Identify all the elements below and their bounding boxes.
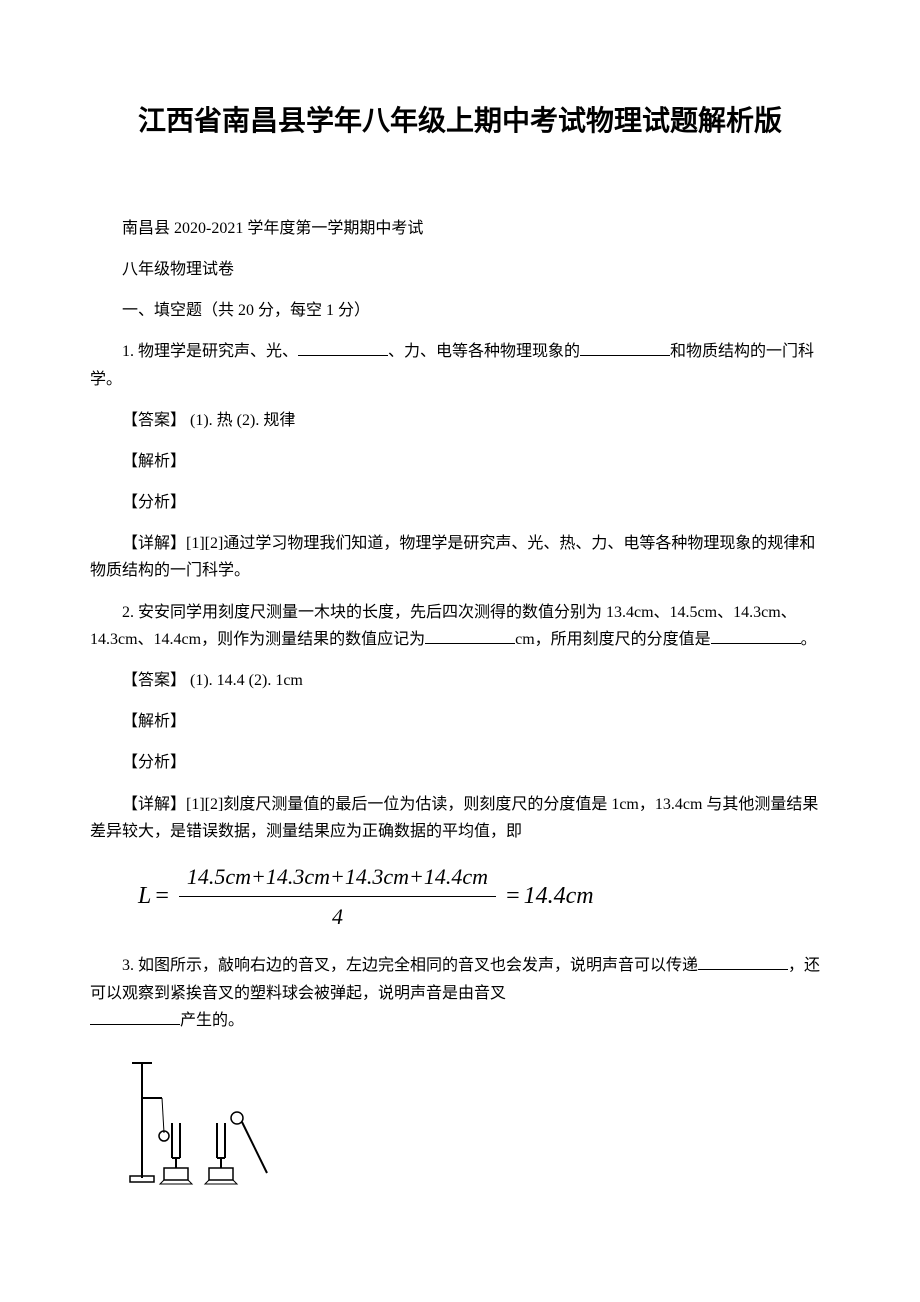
subject-line: 八年级物理试卷 bbox=[90, 256, 830, 283]
formula-var: L bbox=[138, 877, 151, 915]
equals: = bbox=[506, 877, 520, 915]
analysis-sub-label: 【分析】 bbox=[90, 749, 830, 776]
q1-part1: 1. 物理学是研究声、光、 bbox=[90, 343, 298, 360]
question-2: 2. 安安同学用刻度尺测量一木块的长度，先后四次测得的数值分别为 13.4cm、… bbox=[90, 599, 830, 653]
tuning-fork-figure bbox=[90, 1048, 830, 1207]
equals: = bbox=[155, 877, 169, 915]
question-1: 1. 物理学是研究声、光、、力、电等各种物理现象的和物质结构的一门科学。 bbox=[90, 338, 830, 392]
blank bbox=[90, 1007, 180, 1025]
question-3: 3. 如图所示，敲响右边的音叉，左边完全相同的音叉也会发声，说明声音可以传递，还… bbox=[90, 952, 830, 1034]
denominator: 4 bbox=[324, 897, 351, 934]
q3-part3: 产生的。 bbox=[180, 1012, 244, 1029]
tuning-fork-icon bbox=[122, 1048, 302, 1198]
formula-result: 14.4cm bbox=[524, 877, 594, 915]
analysis-sub-label: 【分析】 bbox=[90, 489, 830, 516]
q2-part2: cm，所用刻度尺的分度值是 bbox=[515, 631, 711, 648]
fraction: 14.5cm+14.3cm+14.3cm+14.4cm 4 bbox=[179, 859, 496, 934]
q1-part2: 、力、电等各种物理现象的 bbox=[388, 343, 580, 360]
q1-answer: 【答案】 (1). 热 (2). 规律 bbox=[90, 407, 830, 434]
blank bbox=[711, 626, 801, 644]
analysis-label: 【解析】 bbox=[90, 448, 830, 475]
blank bbox=[425, 626, 515, 644]
page-title: 江西省南昌县学年八年级上期中考试物理试题解析版 bbox=[90, 100, 830, 145]
q2-answer: 【答案】 (1). 14.4 (2). 1cm bbox=[90, 667, 830, 694]
q2-detail: 【详解】[1][2]刻度尺测量值的最后一位为估读，则刻度尺的分度值是 1cm，1… bbox=[90, 791, 830, 845]
q1-detail: 【详解】[1][2]通过学习物理我们知道，物理学是研究声、光、热、力、电等各种物… bbox=[90, 530, 830, 584]
q2-detail-text: 【详解】[1][2]刻度尺测量值的最后一位为估读，则刻度尺的分度值是 1cm，1… bbox=[90, 796, 818, 840]
section-header: 一、填空题（共 20 分，每空 1 分） bbox=[90, 297, 830, 324]
numerator: 14.5cm+14.3cm+14.3cm+14.4cm bbox=[179, 859, 496, 897]
blank bbox=[698, 953, 788, 971]
analysis-label: 【解析】 bbox=[90, 708, 830, 735]
q3-part1: 3. 如图所示，敲响右边的音叉，左边完全相同的音叉也会发声，说明声音可以传递 bbox=[90, 957, 698, 974]
blank bbox=[298, 339, 388, 357]
q2-part3: 。 bbox=[801, 631, 817, 648]
subtitle: 南昌县 2020-2021 学年度第一学期期中考试 bbox=[90, 215, 830, 242]
blank bbox=[580, 339, 670, 357]
formula: L = 14.5cm+14.3cm+14.3cm+14.4cm 4 = 14.4… bbox=[90, 859, 830, 934]
